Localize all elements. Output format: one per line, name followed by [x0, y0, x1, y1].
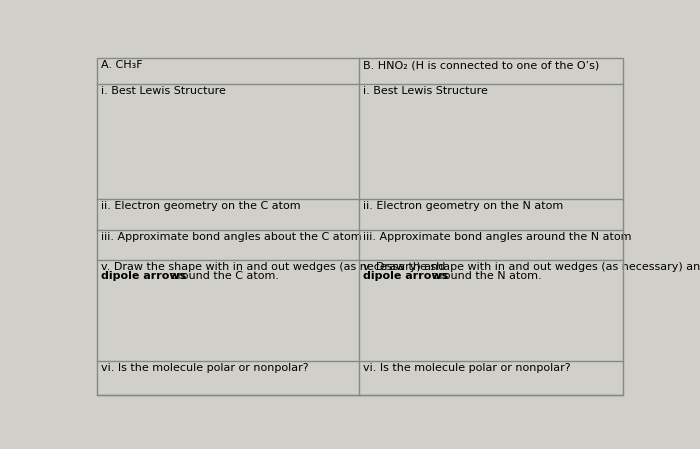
Text: iii. Approximate bond angles about the C atom: iii. Approximate bond angles about the C… [101, 232, 362, 242]
Text: vi. Is the molecule polar or nonpolar?: vi. Is the molecule polar or nonpolar? [363, 363, 570, 373]
Text: dipole arrows: dipole arrows [101, 271, 186, 281]
Text: B. HNO₂ (H is connected to one of the O’s): B. HNO₂ (H is connected to one of the O’… [363, 60, 598, 70]
Text: dipole arrows: dipole arrows [363, 271, 448, 281]
Text: around the N atom.: around the N atom. [428, 271, 541, 281]
Text: ii. Electron geometry on the C atom: ii. Electron geometry on the C atom [101, 201, 301, 211]
Text: ii. Electron geometry on the N atom: ii. Electron geometry on the N atom [363, 201, 563, 211]
Text: A. CH₃F: A. CH₃F [101, 60, 143, 70]
Text: v. Draw the shape with in and out wedges (as necessary) and: v. Draw the shape with in and out wedges… [363, 263, 700, 273]
Text: vi. Is the molecule polar or nonpolar?: vi. Is the molecule polar or nonpolar? [101, 363, 309, 373]
Text: i. Best Lewis Structure: i. Best Lewis Structure [101, 86, 226, 96]
Text: around the C atom.: around the C atom. [167, 271, 279, 281]
Text: i. Best Lewis Structure: i. Best Lewis Structure [363, 86, 487, 96]
Text: v. Draw the shape with in and out wedges (as necessary) and: v. Draw the shape with in and out wedges… [101, 263, 445, 273]
Text: iii. Approximate bond angles around the N atom: iii. Approximate bond angles around the … [363, 232, 631, 242]
